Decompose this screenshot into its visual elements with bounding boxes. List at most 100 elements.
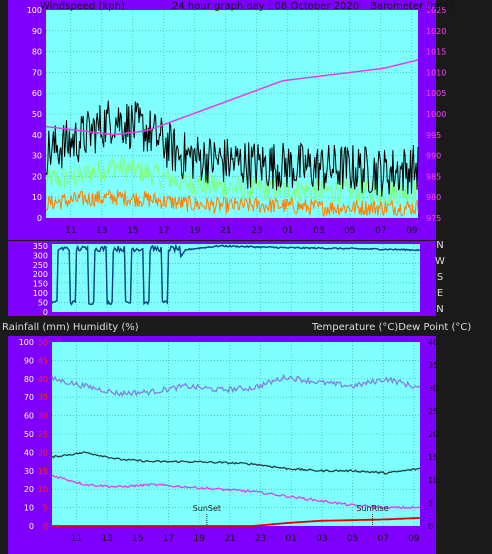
temperature-line — [51, 451, 421, 475]
temperature-y-tick: 0 — [428, 522, 433, 531]
wind-y-tick: 50 — [32, 110, 42, 119]
wind-y-tick: 90 — [32, 27, 42, 36]
x-tick-label: 09 — [408, 534, 420, 544]
temperature-y-tick: 10 — [428, 476, 438, 485]
humidity-y-tick: 40 — [24, 448, 34, 457]
x-tick-label: 03 — [313, 226, 324, 236]
rainfall-y-tick: 20 — [38, 448, 48, 457]
barometer-y-tick: 975 — [426, 214, 441, 223]
x-tick-label: 23 — [255, 534, 266, 544]
barometer-title: Barometer (hpa) — [370, 1, 453, 12]
wind-y-tick: 10 — [32, 193, 42, 202]
wind-y-tick: 20 — [32, 172, 42, 181]
wind-y-tick: 80 — [32, 48, 42, 57]
rainfall-y-tick: 35 — [38, 393, 48, 402]
direction-y-tick: 350 — [33, 242, 48, 251]
x-tick-label: 15 — [127, 226, 138, 236]
humidity-y-tick: 10 — [24, 504, 34, 513]
barometer-y-tick: 995 — [426, 131, 441, 140]
barometer-y-tick: 1015 — [426, 48, 446, 57]
rainfall-humidity-title: Rainfall (mm) Humidity (%) — [2, 322, 139, 333]
humidity-y-tick: 0 — [29, 522, 34, 531]
sunrise-marker-label: SunRise — [356, 504, 388, 513]
x-tick-label: 07 — [375, 226, 386, 236]
rainfall-y-tick: 15 — [38, 467, 48, 476]
barometer-y-tick: 1010 — [426, 68, 446, 77]
sunset-marker-label: SunSet — [193, 504, 221, 513]
direction-y-tick: 50 — [38, 299, 48, 308]
temperature-y-tick: 5 — [428, 499, 433, 508]
compass-label: E — [437, 288, 443, 299]
humidity-y-tick: 100 — [19, 338, 34, 347]
humidity-y-tick: 50 — [24, 430, 34, 439]
direction-y-tick: 250 — [33, 261, 48, 270]
x-tick-label: 07 — [377, 534, 388, 544]
x-tick-label: 13 — [96, 226, 107, 236]
x-tick-label: 21 — [220, 226, 231, 236]
humidity-y-tick: 70 — [24, 393, 34, 402]
barometer-line — [45, 59, 419, 136]
temperature-y-tick: 35 — [428, 361, 438, 370]
x-tick-label: 23 — [251, 226, 262, 236]
wind-speed-line — [45, 188, 419, 217]
windspeed-title: Windspeed (kph) — [40, 1, 125, 12]
x-tick-label: 09 — [406, 226, 418, 236]
wind-y-tick: 70 — [32, 68, 42, 77]
humidity-y-tick: 90 — [24, 356, 34, 365]
barometer-y-tick: 1000 — [426, 110, 446, 119]
humidity-line — [51, 373, 421, 398]
rainfall-y-tick: 10 — [38, 485, 48, 494]
wind-y-tick: 100 — [27, 6, 42, 15]
compass-label: S — [437, 272, 443, 283]
humidity-y-tick: 80 — [24, 375, 34, 384]
rainfall-y-tick: 30 — [38, 412, 48, 421]
wind-gust-line — [45, 100, 419, 197]
humidity-y-tick: 30 — [24, 467, 34, 476]
humidity-y-tick: 20 — [24, 485, 34, 494]
barometer-y-tick: 985 — [426, 172, 441, 181]
compass-label: W — [435, 256, 445, 267]
barometer-y-tick: 1025 — [426, 6, 446, 15]
wind-y-tick: 40 — [32, 131, 42, 140]
temperature-y-tick: 40 — [428, 338, 438, 347]
rainfall-y-tick: 0 — [43, 522, 48, 531]
x-tick-label: 05 — [344, 226, 355, 236]
x-tick-label: 11 — [71, 534, 82, 544]
x-tick-label: 01 — [282, 226, 293, 236]
humidity-y-tick: 60 — [24, 412, 34, 421]
wind-y-tick: 0 — [37, 214, 42, 223]
graph-title: 24 hour graph day : 08 October 2020 — [172, 1, 359, 12]
compass-label: N — [436, 304, 443, 315]
wind-average-line — [45, 156, 419, 206]
rainfall-line — [52, 517, 421, 527]
x-tick-label: 13 — [101, 534, 112, 544]
wind-y-tick: 60 — [32, 89, 42, 98]
dewpoint-line — [51, 474, 421, 510]
direction-y-tick: 300 — [33, 251, 48, 260]
barometer-y-tick: 1020 — [426, 27, 446, 36]
x-tick-label: 21 — [224, 534, 235, 544]
x-tick-label: 19 — [193, 534, 205, 544]
x-tick-label: 11 — [65, 226, 76, 236]
x-tick-label: 03 — [316, 534, 327, 544]
rainfall-y-tick: 25 — [38, 430, 48, 439]
temperature-y-tick: 15 — [428, 453, 438, 462]
direction-y-tick: 200 — [33, 270, 48, 279]
rainfall-y-tick: 40 — [38, 375, 48, 384]
temperature-y-tick: 25 — [428, 407, 438, 416]
rainfall-y-tick: 45 — [38, 356, 48, 365]
x-tick-label: 15 — [132, 534, 143, 544]
compass-label: N — [436, 240, 443, 251]
x-tick-label: 01 — [285, 534, 296, 544]
x-tick-label: 05 — [347, 534, 358, 544]
temperature-dewpoint-title: Temperature (°C)Dew Point (°C) — [311, 322, 471, 333]
rainfall-y-tick: 5 — [43, 504, 48, 513]
wind-y-tick: 30 — [32, 152, 42, 161]
x-tick-label: 17 — [163, 534, 174, 544]
x-tick-label: 19 — [189, 226, 201, 236]
barometer-y-tick: 1005 — [426, 89, 446, 98]
temperature-y-tick: 20 — [428, 430, 438, 439]
x-tick-label: 17 — [158, 226, 169, 236]
